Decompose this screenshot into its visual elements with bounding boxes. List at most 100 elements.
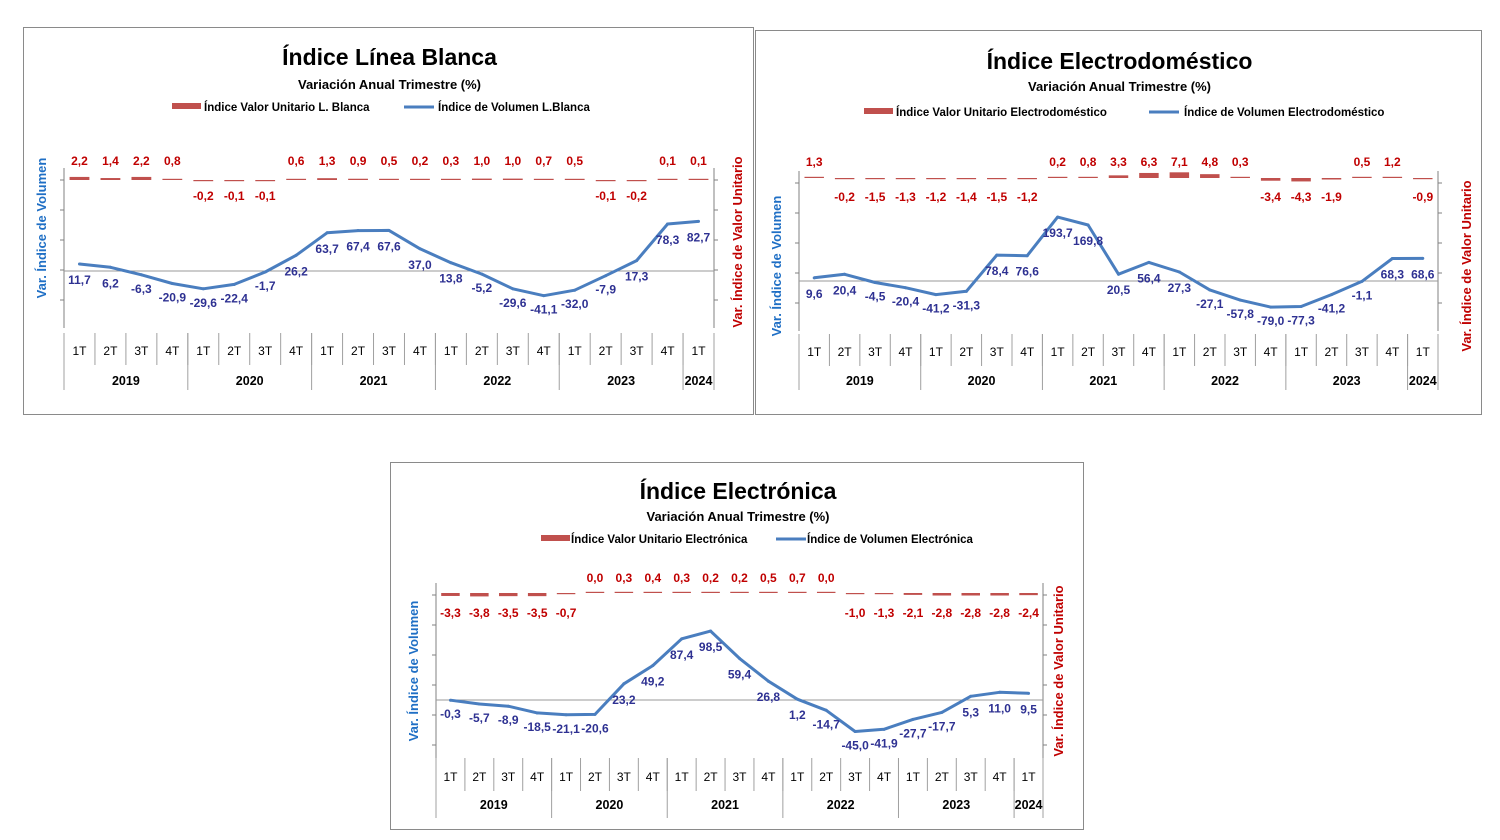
data-label-volume: -21,1 xyxy=(552,722,580,736)
chart-title: Índice Línea Blanca xyxy=(282,43,497,70)
data-label-unit: 0,5 xyxy=(760,571,777,585)
bar-unit-value xyxy=(1230,176,1250,178)
data-label-unit: 0,2 xyxy=(731,571,748,585)
data-label-volume: -1,1 xyxy=(1352,288,1373,302)
data-label-volume: 37,0 xyxy=(408,258,432,272)
chart-title: Índice Electrodoméstico xyxy=(987,47,1253,74)
chart-subtitle: Variación Anual Trimestre (%) xyxy=(298,77,481,92)
point-volume xyxy=(1208,288,1212,292)
data-label-unit: 7,1 xyxy=(1171,155,1188,169)
x-tick-quarter: 4T xyxy=(413,344,428,358)
x-tick-year: 2022 xyxy=(483,374,511,388)
data-label-unit: -0,2 xyxy=(626,189,647,203)
x-tick-quarter: 3T xyxy=(382,344,397,358)
chart-title: Índice Electrónica xyxy=(640,477,837,504)
bar-unit-value xyxy=(255,180,276,182)
point-volume xyxy=(995,253,999,257)
bar-unit-value xyxy=(657,178,678,180)
data-label-volume: -5,7 xyxy=(469,711,490,725)
data-label-volume: 76,6 xyxy=(1016,265,1040,279)
data-label-unit: 0,0 xyxy=(818,571,835,585)
point-volume xyxy=(940,710,944,714)
bar-unit-value xyxy=(688,178,709,180)
data-label-unit: 0,1 xyxy=(659,154,676,168)
point-volume xyxy=(1421,256,1425,260)
x-tick-quarter: 1T xyxy=(1416,345,1431,359)
data-label-unit: 0,8 xyxy=(1080,155,1097,169)
data-label-unit: 4,8 xyxy=(1201,155,1218,169)
x-tick-quarter: 3T xyxy=(1111,345,1126,359)
x-tick-quarter: 1T xyxy=(929,345,944,359)
x-tick-quarter: 2T xyxy=(103,344,118,358)
data-label-unit: 0,3 xyxy=(1232,155,1249,169)
data-label-volume: -5,2 xyxy=(472,281,493,295)
x-tick-year: 2023 xyxy=(942,798,970,812)
x-tick-quarter: 3T xyxy=(732,770,747,784)
x-tick-quarter: 2T xyxy=(227,344,242,358)
x-tick-year: 2023 xyxy=(1333,374,1361,388)
bar-unit-value xyxy=(69,176,90,180)
point-volume xyxy=(480,272,484,276)
data-label-unit: -0,2 xyxy=(834,190,855,204)
legend-label-volume: Índice de Volumen Electrónica xyxy=(807,533,974,546)
x-tick-year: 2021 xyxy=(360,374,388,388)
point-volume xyxy=(1147,260,1151,264)
bar-unit-value xyxy=(527,593,547,597)
x-tick-quarter: 3T xyxy=(134,344,149,358)
x-tick-year: 2020 xyxy=(968,374,996,388)
data-label-volume: 5,3 xyxy=(962,705,979,719)
data-label-unit: 0,7 xyxy=(535,154,552,168)
legend-label-unit: Índice Valor Unitario L. Blanca xyxy=(204,101,370,114)
data-label-volume: 11,7 xyxy=(68,273,91,287)
point-volume xyxy=(139,273,143,277)
bar-unit-value xyxy=(1139,172,1159,178)
panel-electrodomestico: Índice Electrodoméstico Variación Anual T… xyxy=(755,30,1482,415)
point-volume xyxy=(108,265,112,269)
bar-unit-value xyxy=(932,593,952,596)
data-label-unit: 2,2 xyxy=(71,154,88,168)
data-label-unit: -1,2 xyxy=(1017,190,1038,204)
x-tick-quarter: 2T xyxy=(475,344,490,358)
data-label-volume: 11,0 xyxy=(988,701,1011,715)
bar-unit-value xyxy=(759,591,778,593)
data-label-unit: -0,1 xyxy=(595,189,616,203)
data-label-volume: 9,6 xyxy=(806,287,823,301)
x-tick-year: 2024 xyxy=(1409,374,1437,388)
x-tick-quarter: 1T xyxy=(1294,345,1309,359)
data-label-volume: 78,4 xyxy=(985,264,1009,278)
point-volume xyxy=(506,704,510,708)
bar-unit-value xyxy=(903,593,923,595)
data-label-unit: -3,5 xyxy=(498,606,519,620)
x-tick-year: 2024 xyxy=(685,374,713,388)
bar-unit-value xyxy=(131,176,152,180)
bar-unit-value xyxy=(410,178,430,180)
bar-unit-value xyxy=(162,178,183,180)
data-label-volume: 82,7 xyxy=(687,230,711,244)
point-volume xyxy=(573,288,577,292)
x-tick-quarter: 4T xyxy=(1385,345,1400,359)
data-label-volume: 98,5 xyxy=(699,640,723,654)
data-label-unit: -1,4 xyxy=(956,190,977,204)
point-volume xyxy=(998,690,1002,694)
y-axis-left-title: Var. Índice de Volumen xyxy=(406,601,421,742)
data-label-volume: 87,4 xyxy=(670,648,694,662)
bar-unit-value xyxy=(990,593,1009,596)
point-volume xyxy=(564,713,568,717)
point-volume xyxy=(449,261,453,265)
bar-unit-value xyxy=(1413,178,1433,180)
point-volume xyxy=(1330,293,1333,297)
data-label-volume: 6,2 xyxy=(102,276,119,290)
data-label-volume: 13,8 xyxy=(439,272,463,286)
x-tick-quarter: 1T xyxy=(443,770,458,784)
data-label-unit: 0,9 xyxy=(350,154,367,168)
legend-swatch-unit xyxy=(541,535,570,541)
data-label-unit: 0,2 xyxy=(702,571,719,585)
data-label-volume: -22,4 xyxy=(221,291,249,305)
chart-electrodomestico: Índice Electrodoméstico Variación Anual T… xyxy=(769,47,1474,390)
x-tick-quarter: 3T xyxy=(990,345,1005,359)
bar-unit-value xyxy=(961,593,980,596)
data-label-volume: -77,3 xyxy=(1287,314,1315,328)
data-label-unit: -3,4 xyxy=(1260,190,1281,204)
data-label-volume: -27,7 xyxy=(899,726,927,740)
x-tick-quarter: 3T xyxy=(1355,345,1370,359)
